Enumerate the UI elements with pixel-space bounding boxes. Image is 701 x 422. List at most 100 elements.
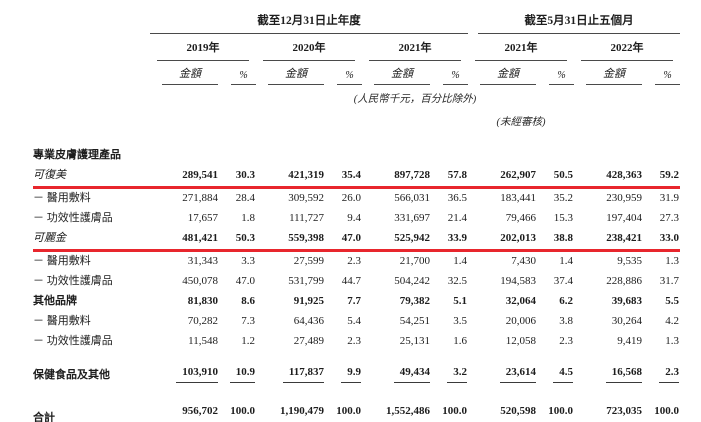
pct-cell: 57.8: [430, 166, 468, 189]
amount-cell: 20,006: [468, 312, 536, 332]
cell-value: 32,064: [505, 295, 536, 307]
amount-cell: 111,727: [256, 209, 324, 229]
pct-cell: 37.4: [536, 272, 574, 292]
cell-value: 54,251: [399, 315, 430, 327]
cell-value: 450,078: [182, 275, 218, 287]
table-row: 可復美 289,541 30.3 421,319 35.4 897,728 57.8 262,…: [33, 166, 680, 189]
pct-col-header: %: [430, 61, 468, 85]
amount-pct-header-row: 金額 % 金額 % 金額 % 金額 % 金額 %: [33, 61, 680, 85]
cell-value: 531,799: [288, 275, 324, 287]
cell-value: 7.7: [347, 295, 361, 307]
amount-cell: 450,078: [150, 272, 218, 292]
amount-cell: 9,535: [574, 251, 642, 273]
pct-cell: 2.3: [324, 332, 362, 352]
cell-value: 20,006: [505, 315, 536, 327]
cell-value: 520,598: [494, 404, 536, 422]
cell-value: 30,264: [611, 315, 642, 327]
year-header-2019: 2019年: [150, 34, 256, 61]
cell-value: 1.3: [665, 335, 679, 347]
spacer-cell: [33, 352, 680, 363]
cell-value: 31.7: [659, 275, 679, 287]
amount-cell: 103,910: [150, 363, 218, 386]
cell-value: 36.5: [447, 192, 467, 204]
spacer-row: [33, 352, 680, 363]
amount-cell: 7,430: [468, 251, 536, 273]
cell-value: 47.0: [235, 275, 255, 287]
row-label: 可麗金: [33, 229, 150, 252]
cell-value: 2.3: [659, 365, 679, 383]
year-header-row: 2019年 2020年 2021年 2021年 2022年: [33, 34, 680, 61]
cell-value: 4.2: [665, 315, 679, 327]
cell-value: 27,599: [293, 255, 324, 267]
amount-cell: 531,799: [256, 272, 324, 292]
period-header-row: 截至12月31日止年度 截至5月31日止五個月: [33, 12, 680, 34]
cell-value: 2.3: [559, 335, 573, 347]
pct-cell: 10.9: [218, 363, 256, 386]
cell-value: 289,541: [182, 169, 218, 181]
amount-cell: 1,552,486: [362, 402, 430, 422]
cell-value: 4.5: [553, 365, 573, 383]
table-row: － 功效性護膚品 450,078 47.0 531,799 44.7 504,242 32.…: [33, 272, 680, 292]
amount-cell: 194,583: [468, 272, 536, 292]
cell-value: 525,942: [394, 232, 430, 244]
row-label: 合計: [33, 412, 55, 422]
pct-cell: 6.2: [536, 292, 574, 312]
pct-cell: 1.3: [642, 332, 680, 352]
cell-value: 202,013: [500, 232, 536, 244]
cell-value: 6.2: [559, 295, 573, 307]
amount-cell: 25,131: [362, 332, 430, 352]
cell-value: 9.4: [347, 212, 361, 224]
cell-value: 1.4: [559, 255, 573, 267]
table-row: － 醫用敷料 70,282 7.3 64,436 5.4 54,251 3.5 20,006 3…: [33, 312, 680, 332]
amount-cell: 559,398: [256, 229, 324, 252]
note-unaudited: (未經審核): [496, 117, 546, 128]
cell-value: 3.3: [241, 255, 255, 267]
cell-value: 7,430: [511, 255, 536, 267]
amount-col-header: 金額: [256, 61, 324, 85]
amount-cell: 289,541: [150, 166, 218, 189]
cell-value: 8.6: [241, 295, 255, 307]
pct-col-header: %: [218, 61, 256, 85]
amount-cell: 91,925: [256, 292, 324, 312]
cell-value: 100.0: [330, 404, 361, 422]
cell-value: 197,404: [606, 212, 642, 224]
cell-value: 91,925: [293, 295, 324, 307]
pct-cell: 31.9: [642, 188, 680, 210]
cell-value: 32.5: [447, 275, 467, 287]
cell-value: 44.7: [341, 275, 361, 287]
cell-value: 15.3: [553, 212, 573, 224]
pct-cell: 31.7: [642, 272, 680, 292]
cell-value: 1,552,486: [380, 404, 430, 422]
amount-cell: 117,837: [256, 363, 324, 386]
pct-col-header: %: [324, 61, 362, 85]
cell-value: 262,907: [500, 169, 536, 181]
cell-value: 421,319: [288, 169, 324, 181]
pct-col-header: %: [642, 61, 680, 85]
amount-cell: 723,035: [574, 402, 642, 422]
pct-cell: 1.2: [218, 332, 256, 352]
amount-cell: 197,404: [574, 209, 642, 229]
amount-cell: 230,959: [574, 188, 642, 210]
pct-cell: 30.3: [218, 166, 256, 189]
pct-cell: 33.0: [642, 229, 680, 252]
amount-col-header: 金額: [468, 61, 536, 85]
amount-cell: 262,907: [468, 166, 536, 189]
cell-value: 238,421: [606, 232, 642, 244]
cell-value: 1.8: [241, 212, 255, 224]
row-label: － 功效性護膚品: [33, 335, 113, 347]
period-header-five-months-label: 截至5月31日止五個月: [478, 12, 680, 34]
cell-value: 28.4: [235, 192, 255, 204]
row-label: － 醫用敷料: [33, 192, 91, 204]
table-row: 其他品牌 81,830 8.6 91,925 7.7 79,382 5.1 32,064 6.2…: [33, 292, 680, 312]
row-label: 可復美: [33, 166, 150, 189]
amount-cell: 49,434: [362, 363, 430, 386]
amount-cell: 27,489: [256, 332, 324, 352]
cell-value: 3.2: [447, 365, 467, 383]
cell-value: 271,884: [182, 192, 218, 204]
amount-cell: 54,251: [362, 312, 430, 332]
pct-cell: 2.3: [324, 251, 362, 273]
cell-value: 64,436: [293, 315, 324, 327]
pct-cell: 1.4: [536, 251, 574, 273]
cell-value: 9,535: [617, 255, 642, 267]
